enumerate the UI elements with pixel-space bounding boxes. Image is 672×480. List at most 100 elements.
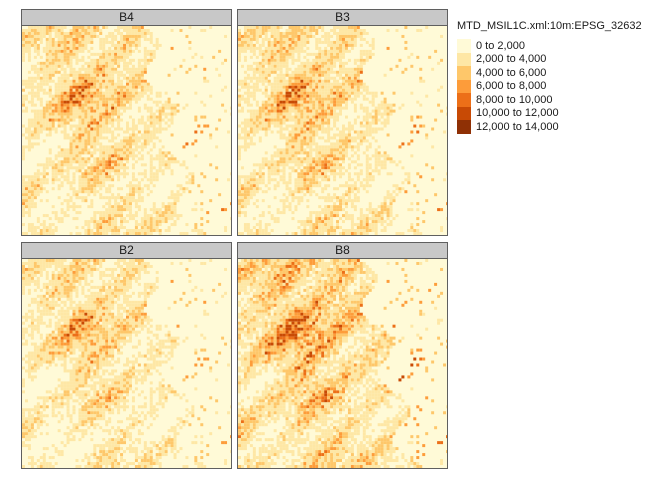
raster-cell [395, 187, 399, 191]
raster-cell [336, 166, 340, 170]
raster-cell [39, 190, 43, 194]
raster-cell [78, 43, 82, 47]
raster-cell [333, 70, 337, 74]
raster-cell [264, 121, 268, 125]
raster-cell [108, 169, 112, 173]
raster-cell [36, 232, 40, 235]
raster-cell [353, 106, 357, 110]
raster-cell [24, 130, 28, 134]
raster-cell [255, 112, 259, 116]
raster-cell [285, 196, 289, 200]
raster-cell [300, 67, 304, 71]
raster-cell [336, 151, 340, 155]
raster-cell [353, 26, 357, 29]
raster-cell [249, 136, 253, 140]
raster-cell [120, 145, 124, 149]
raster-cell [81, 190, 85, 194]
raster-cell [182, 160, 186, 164]
raster-cell [276, 211, 280, 215]
raster-cell [48, 232, 52, 235]
raster-cell [90, 217, 94, 221]
raster-cell [377, 157, 381, 161]
raster-cell [243, 214, 247, 218]
raster-cell [276, 31, 280, 35]
raster-cell [54, 127, 58, 131]
raster-cell [134, 91, 138, 95]
raster-cell [365, 166, 369, 170]
raster-cell [36, 169, 40, 173]
raster-cell [425, 94, 429, 98]
raster-cell [66, 94, 70, 98]
raster-cell [330, 28, 334, 32]
raster-cell [252, 217, 256, 221]
raster-cell [96, 79, 100, 83]
raster-cell [143, 264, 147, 268]
raster-cell [306, 145, 310, 149]
raster-cell [333, 226, 337, 230]
raster-cell [149, 121, 153, 125]
raster-cell [108, 103, 112, 107]
raster-cell [297, 64, 301, 68]
raster-cell [342, 133, 345, 137]
raster-cell [22, 157, 25, 161]
raster-cell [215, 166, 219, 170]
raster-cell [374, 223, 378, 227]
raster-cell [264, 91, 268, 95]
raster-cell [306, 28, 310, 32]
raster-cell [362, 178, 366, 182]
raster-cell [267, 70, 271, 74]
raster-cell [108, 118, 112, 122]
raster-cell [191, 172, 195, 176]
raster-cell [419, 76, 423, 80]
raster-cell [255, 187, 259, 191]
raster-cell [344, 49, 348, 53]
raster-cell [395, 184, 399, 188]
raster-cell [350, 199, 354, 203]
raster-cell [93, 106, 97, 110]
raster-cell [149, 208, 153, 212]
raster-cell [60, 184, 64, 188]
raster-cell [111, 94, 115, 98]
raster-cell [288, 118, 292, 122]
raster-cell [368, 133, 372, 137]
raster-cell [78, 26, 82, 29]
raster-cell [312, 79, 316, 83]
raster-cell [200, 28, 204, 32]
raster-cell [33, 205, 37, 209]
raster-cell [318, 82, 322, 86]
raster-cell [164, 154, 168, 158]
raster-cell [57, 112, 61, 116]
raster-cell [143, 91, 147, 95]
raster-cell [386, 211, 390, 215]
raster-cell [90, 259, 94, 262]
raster-cell [36, 76, 40, 80]
raster-cell [54, 115, 58, 119]
raster-cell [128, 58, 132, 62]
raster-cell [87, 70, 91, 74]
raster-cell [87, 259, 91, 262]
raster-cell [60, 181, 64, 185]
raster-cell [431, 145, 435, 149]
raster-cell [315, 31, 319, 35]
raster-cell [69, 79, 73, 83]
raster-cell [347, 31, 351, 35]
raster-cell [185, 223, 189, 227]
raster-cell [54, 82, 58, 86]
raster-cell [386, 109, 390, 113]
raster-cell [294, 130, 298, 134]
raster-cell [276, 121, 280, 125]
raster-image [22, 259, 231, 468]
raster-cell [114, 154, 118, 158]
raster-cell [339, 139, 343, 143]
raster-cell [395, 214, 399, 218]
raster-cell [146, 133, 150, 137]
raster-cell [134, 79, 138, 83]
raster-cell [327, 64, 331, 68]
raster-cell [336, 52, 340, 56]
raster-cell [78, 49, 82, 53]
raster-cell [344, 91, 348, 95]
raster-cell [84, 169, 88, 173]
raster-cell [128, 94, 132, 98]
raster-cell [365, 223, 369, 227]
raster-cell [264, 49, 268, 53]
